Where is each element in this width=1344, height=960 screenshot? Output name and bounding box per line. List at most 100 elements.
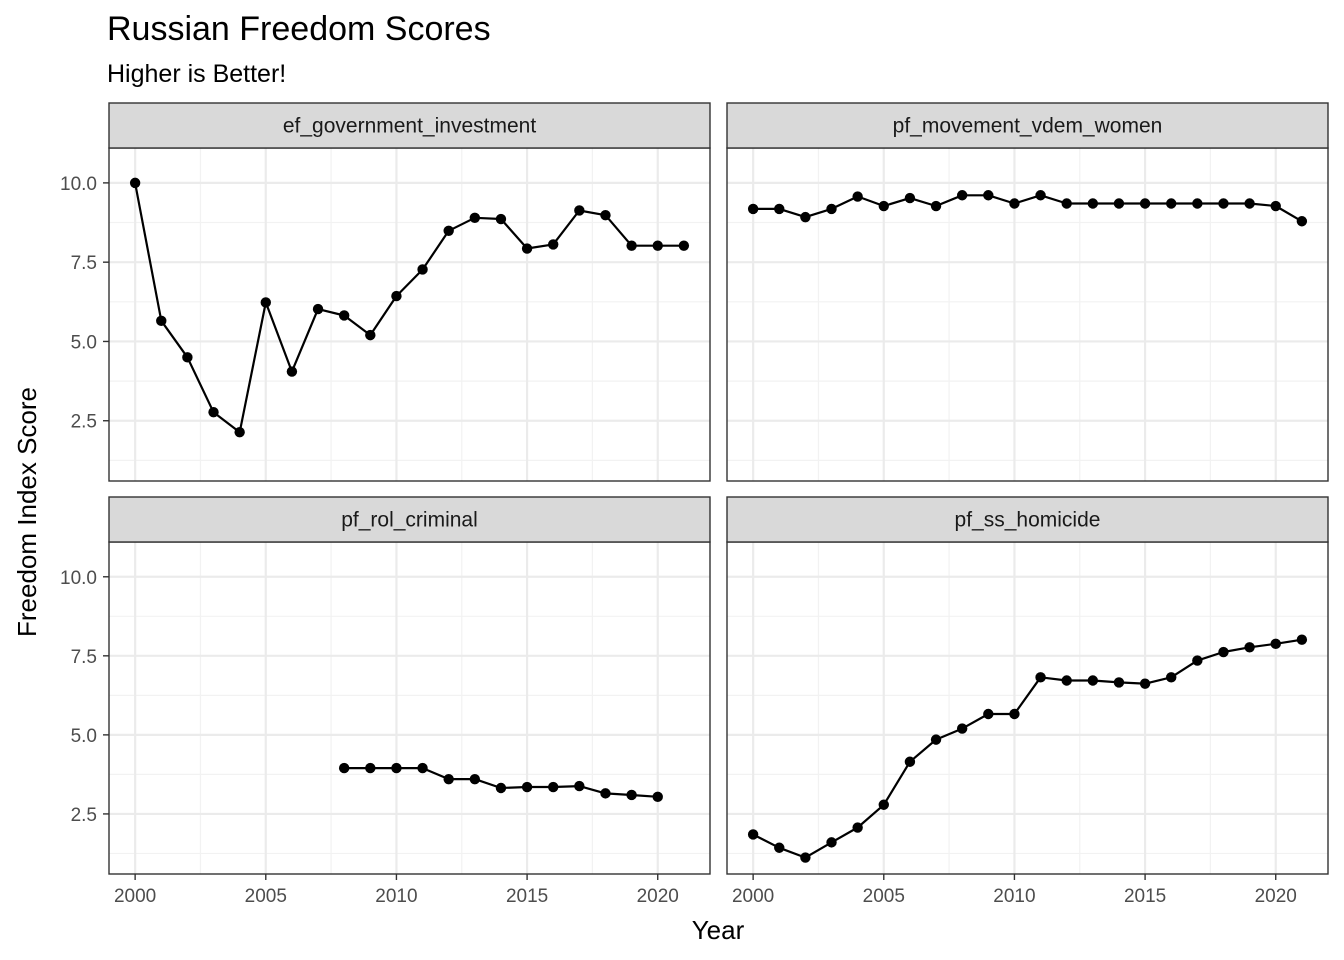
- data-point: [548, 239, 559, 250]
- x-tick-label: 2005: [863, 886, 905, 907]
- data-point: [391, 290, 402, 302]
- data-point: [983, 190, 994, 201]
- y-tick-label: 5.0: [71, 726, 97, 747]
- series-line: [752, 638, 1303, 859]
- y-tick-label: 5.0: [71, 332, 97, 353]
- data-point: [156, 315, 167, 327]
- data-point: [1296, 634, 1308, 645]
- data-point: [1009, 198, 1020, 209]
- y-tick-label: 10.0: [60, 174, 97, 195]
- x-tick-label: 2020: [1255, 886, 1297, 907]
- data-point: [391, 762, 402, 774]
- data-point: [878, 799, 889, 810]
- data-point: [904, 756, 916, 767]
- data-point: [1061, 198, 1072, 209]
- chart-title: Russian Freedom Scores: [107, 10, 491, 48]
- data-point: [1270, 638, 1281, 650]
- data-point: [1296, 216, 1308, 227]
- facet-strip-label: ef_government_investment: [283, 115, 536, 138]
- data-point: [1166, 198, 1177, 209]
- data-point: [521, 781, 533, 793]
- x-tick-label: 2015: [506, 886, 548, 907]
- data-point: [1166, 672, 1177, 683]
- data-point: [129, 177, 141, 189]
- data-point: [338, 762, 350, 774]
- data-point: [365, 762, 376, 774]
- data-point: [1087, 675, 1099, 686]
- data-point: [800, 211, 811, 223]
- data-point: [574, 205, 585, 216]
- data-point: [1218, 646, 1229, 658]
- data-point: [1087, 198, 1099, 209]
- facet-strip: [108, 496, 711, 543]
- panel-background: [109, 542, 710, 874]
- data-point: [365, 329, 376, 341]
- x-tick-label: 2005: [245, 886, 287, 907]
- facet-panel-pf_ss_homicide: pf_ss_homicide 2000 2005 2010 2015 2020: [726, 496, 1329, 907]
- data-point: [774, 203, 785, 215]
- panel-background: [727, 542, 1328, 874]
- facet-panel-pf_movement_vdem_women: pf_movement_vdem_women: [726, 102, 1329, 482]
- data-point: [1113, 198, 1125, 209]
- data-point: [1270, 200, 1281, 212]
- y-tick-label: 7.5: [71, 647, 97, 668]
- facet-panel-ef_government_investment: ef_government_investment 2.5 5.0 7.5 10.0: [60, 102, 711, 482]
- series-line: [753, 194, 1303, 223]
- data-point: [1009, 708, 1020, 720]
- data-point: [600, 788, 611, 799]
- data-point: [678, 240, 690, 251]
- data-point: [1218, 198, 1229, 209]
- data-point: [930, 734, 942, 745]
- data-point: [852, 822, 863, 833]
- data-point: [852, 191, 863, 202]
- data-point: [878, 200, 889, 212]
- x-tick-label: 2020: [637, 886, 679, 907]
- data-point: [521, 243, 533, 254]
- data-point: [652, 791, 663, 803]
- data-point: [338, 310, 350, 321]
- y-tick-label: 7.5: [71, 253, 97, 274]
- data-point: [1192, 198, 1203, 209]
- facet-strip-label: pf_movement_vdem_women: [893, 115, 1163, 138]
- data-point: [417, 762, 428, 774]
- x-tick-label: 2010: [375, 886, 417, 907]
- data-point: [260, 297, 271, 308]
- data-point: [1035, 672, 1046, 683]
- facet-strip: [726, 496, 1329, 543]
- data-point: [208, 406, 219, 418]
- data-point: [1035, 190, 1046, 201]
- data-point: [1244, 642, 1255, 653]
- x-axis-title: Year: [692, 915, 745, 945]
- data-point: [443, 773, 454, 785]
- data-point: [774, 842, 785, 853]
- data-point: [1113, 677, 1125, 688]
- data-point: [652, 240, 663, 251]
- data-point: [1192, 655, 1203, 666]
- data-point: [747, 203, 759, 215]
- facet-strip: [726, 102, 1329, 149]
- data-point: [286, 366, 298, 377]
- facet-strip-label: pf_rol_criminal: [341, 509, 478, 532]
- data-point: [747, 829, 759, 840]
- panel-background: [109, 148, 710, 481]
- data-point: [234, 426, 245, 438]
- x-tick-label: 2000: [732, 886, 774, 907]
- data-point: [626, 789, 637, 801]
- data-point: [469, 773, 481, 785]
- data-point: [182, 352, 193, 363]
- data-point: [1244, 198, 1255, 209]
- data-point: [417, 264, 428, 275]
- data-point: [626, 240, 637, 251]
- y-axis-title: Freedom Index Score: [12, 387, 42, 637]
- data-point: [826, 837, 837, 848]
- y-tick-label: 2.5: [71, 412, 97, 433]
- data-point: [1139, 678, 1151, 689]
- data-point: [312, 303, 324, 315]
- data-point: [574, 780, 585, 792]
- data-point: [495, 782, 507, 794]
- data-point: [548, 781, 559, 793]
- x-tick-label: 2015: [1124, 886, 1166, 907]
- series-line: [134, 182, 684, 434]
- data-point: [600, 210, 611, 221]
